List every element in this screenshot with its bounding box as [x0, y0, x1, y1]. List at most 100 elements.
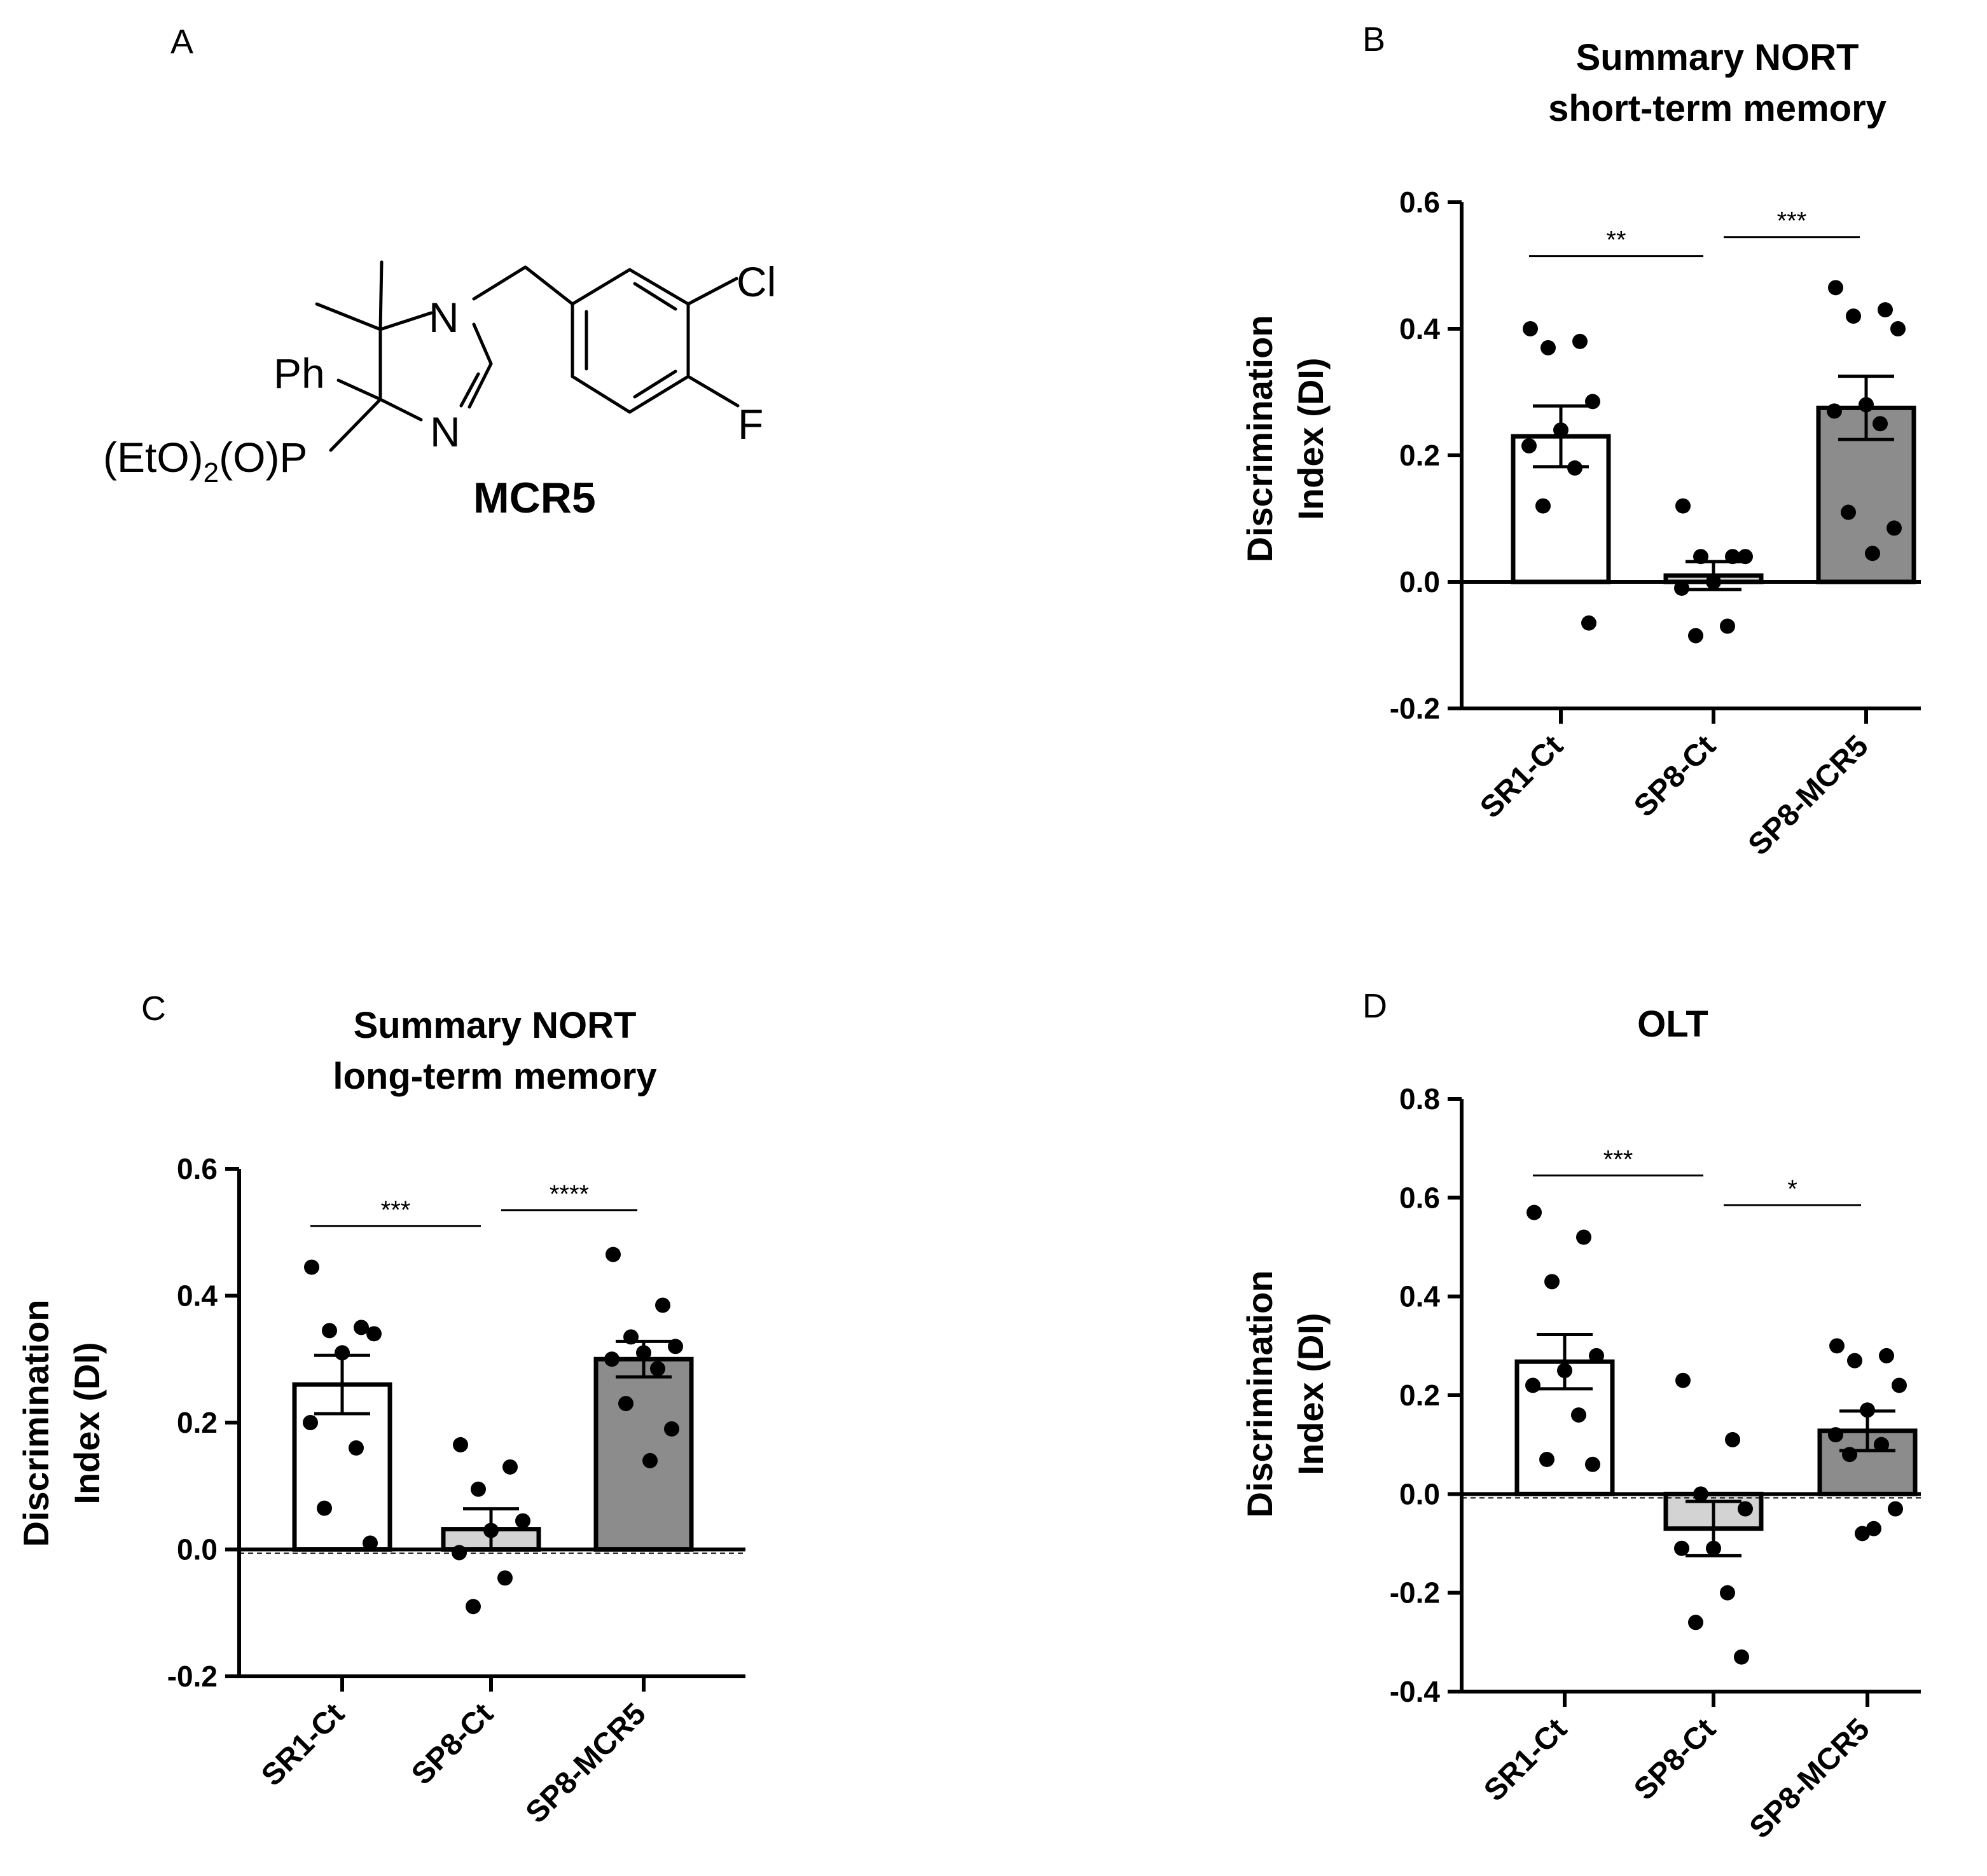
data-point	[1525, 1377, 1540, 1393]
y-tick-label: 0.6	[1399, 1181, 1440, 1214]
y-axis-label-line-2: Index (DI)	[1291, 357, 1331, 520]
x-category-label: SP8-MCR5	[1742, 729, 1875, 862]
panel-d: D OLT Discrimination Index (DI) -0.4 -0.2…	[1240, 987, 1921, 1845]
data-point	[453, 1437, 468, 1452]
data-point	[1535, 498, 1551, 514]
y-tick-label: -0.2	[1390, 692, 1440, 725]
data-point	[335, 1345, 350, 1361]
data-point	[604, 1351, 620, 1367]
data-point	[1693, 1486, 1708, 1502]
data-point	[1571, 1407, 1586, 1423]
data-point	[1576, 1229, 1591, 1245]
data-point	[1567, 460, 1582, 476]
data-point	[1725, 1431, 1740, 1447]
significance-label: ****	[550, 1180, 589, 1208]
y-tick-label: 0.6	[1399, 186, 1440, 219]
data-point	[668, 1339, 683, 1355]
y-tick-label: -0.2	[167, 1660, 218, 1693]
x-category-label: SR1-Ct	[1478, 1712, 1574, 1808]
data-point	[304, 1259, 319, 1275]
data-point	[1674, 580, 1689, 596]
structure-bonds	[315, 260, 740, 452]
y-tick-label: 0.2	[177, 1406, 218, 1439]
significance-label: **	[1606, 226, 1626, 254]
data-point	[1888, 1501, 1903, 1517]
data-point	[452, 1545, 467, 1561]
data-point	[1720, 618, 1735, 634]
y-tick-label: -0.4	[1390, 1675, 1441, 1708]
y-tick-label: 0.0	[1399, 1477, 1440, 1510]
data-point	[1527, 1204, 1542, 1220]
data-point	[1859, 397, 1874, 413]
data-point	[1675, 1372, 1691, 1388]
x-category-label: SP8-MCR5	[520, 1697, 653, 1830]
data-point	[1585, 1456, 1600, 1472]
data-point	[1874, 1437, 1889, 1452]
data-point	[1828, 280, 1843, 296]
data-point	[1544, 1274, 1560, 1290]
x-category-label: SP8-MCR5	[1743, 1712, 1876, 1845]
chart-title-line-1: Summary NORT	[1576, 37, 1859, 78]
chart-title-line-2: short-term memory	[1548, 88, 1887, 129]
data-point	[317, 1500, 332, 1516]
x-category-label: SP8-Ct	[1628, 729, 1722, 824]
data-point	[1720, 1585, 1735, 1601]
data-point	[366, 1326, 382, 1342]
data-point	[655, 1297, 670, 1313]
significance-label: ***	[381, 1196, 411, 1224]
atom-ph: Ph	[273, 350, 325, 397]
y-axis-label-line-1: Discrimination	[1240, 1271, 1280, 1518]
y-axis-label-line-1: Discrimination	[1240, 315, 1280, 563]
data-point	[1693, 549, 1708, 565]
data-point	[1738, 1501, 1753, 1517]
data-point	[322, 1323, 337, 1339]
panel-c: C Summary NORT long-term memory Discrimi…	[16, 990, 745, 1830]
data-point	[1585, 394, 1600, 410]
data-point	[1865, 546, 1880, 562]
y-tick-label: -0.2	[1390, 1576, 1440, 1610]
data-point	[1688, 628, 1703, 644]
data-point	[502, 1459, 518, 1475]
data-point	[483, 1522, 499, 1538]
data-point	[1734, 1649, 1749, 1665]
y-axis-label-line-1: Discrimination	[16, 1300, 56, 1547]
data-point	[303, 1415, 318, 1430]
data-point	[1521, 438, 1537, 454]
y-tick-label: 0.4	[177, 1279, 218, 1313]
data-point	[1738, 549, 1753, 565]
y-axis-label-line-2: Index (DI)	[1291, 1313, 1331, 1475]
data-point	[1553, 422, 1568, 438]
data-point	[1828, 1427, 1843, 1443]
data-point	[471, 1481, 486, 1497]
y-tick-label: 0.8	[1399, 1082, 1440, 1115]
data-point	[1706, 574, 1721, 590]
data-point	[497, 1570, 513, 1586]
x-category-label: SR1-Ct	[1474, 729, 1570, 825]
y-axis-label-line-2: Index (DI)	[67, 1342, 107, 1504]
data-point	[1847, 1353, 1862, 1369]
data-point	[1557, 1363, 1572, 1379]
data-point	[1841, 504, 1856, 520]
significance-label: ***	[1777, 207, 1807, 235]
y-tick-label: 0.4	[1399, 312, 1440, 345]
data-point	[1725, 549, 1740, 565]
compound-name: MCR5	[473, 474, 596, 522]
data-point	[636, 1345, 651, 1361]
y-tick-label: 0.4	[1399, 1280, 1440, 1313]
panel-letter-a: A	[170, 23, 193, 61]
chart-title-line-1: OLT	[1637, 1004, 1708, 1045]
data-point	[1855, 1526, 1870, 1541]
data-point	[1887, 520, 1902, 536]
x-category-label: SP8-Ct	[405, 1697, 500, 1791]
y-tick-label: 0.6	[177, 1152, 218, 1185]
data-point	[363, 1535, 378, 1551]
data-point	[349, 1440, 364, 1456]
data-point	[1866, 1521, 1881, 1536]
data-point	[1829, 1338, 1845, 1354]
data-point	[466, 1599, 481, 1615]
y-tick-label: 0.2	[1399, 439, 1440, 472]
data-point	[1890, 321, 1906, 336]
